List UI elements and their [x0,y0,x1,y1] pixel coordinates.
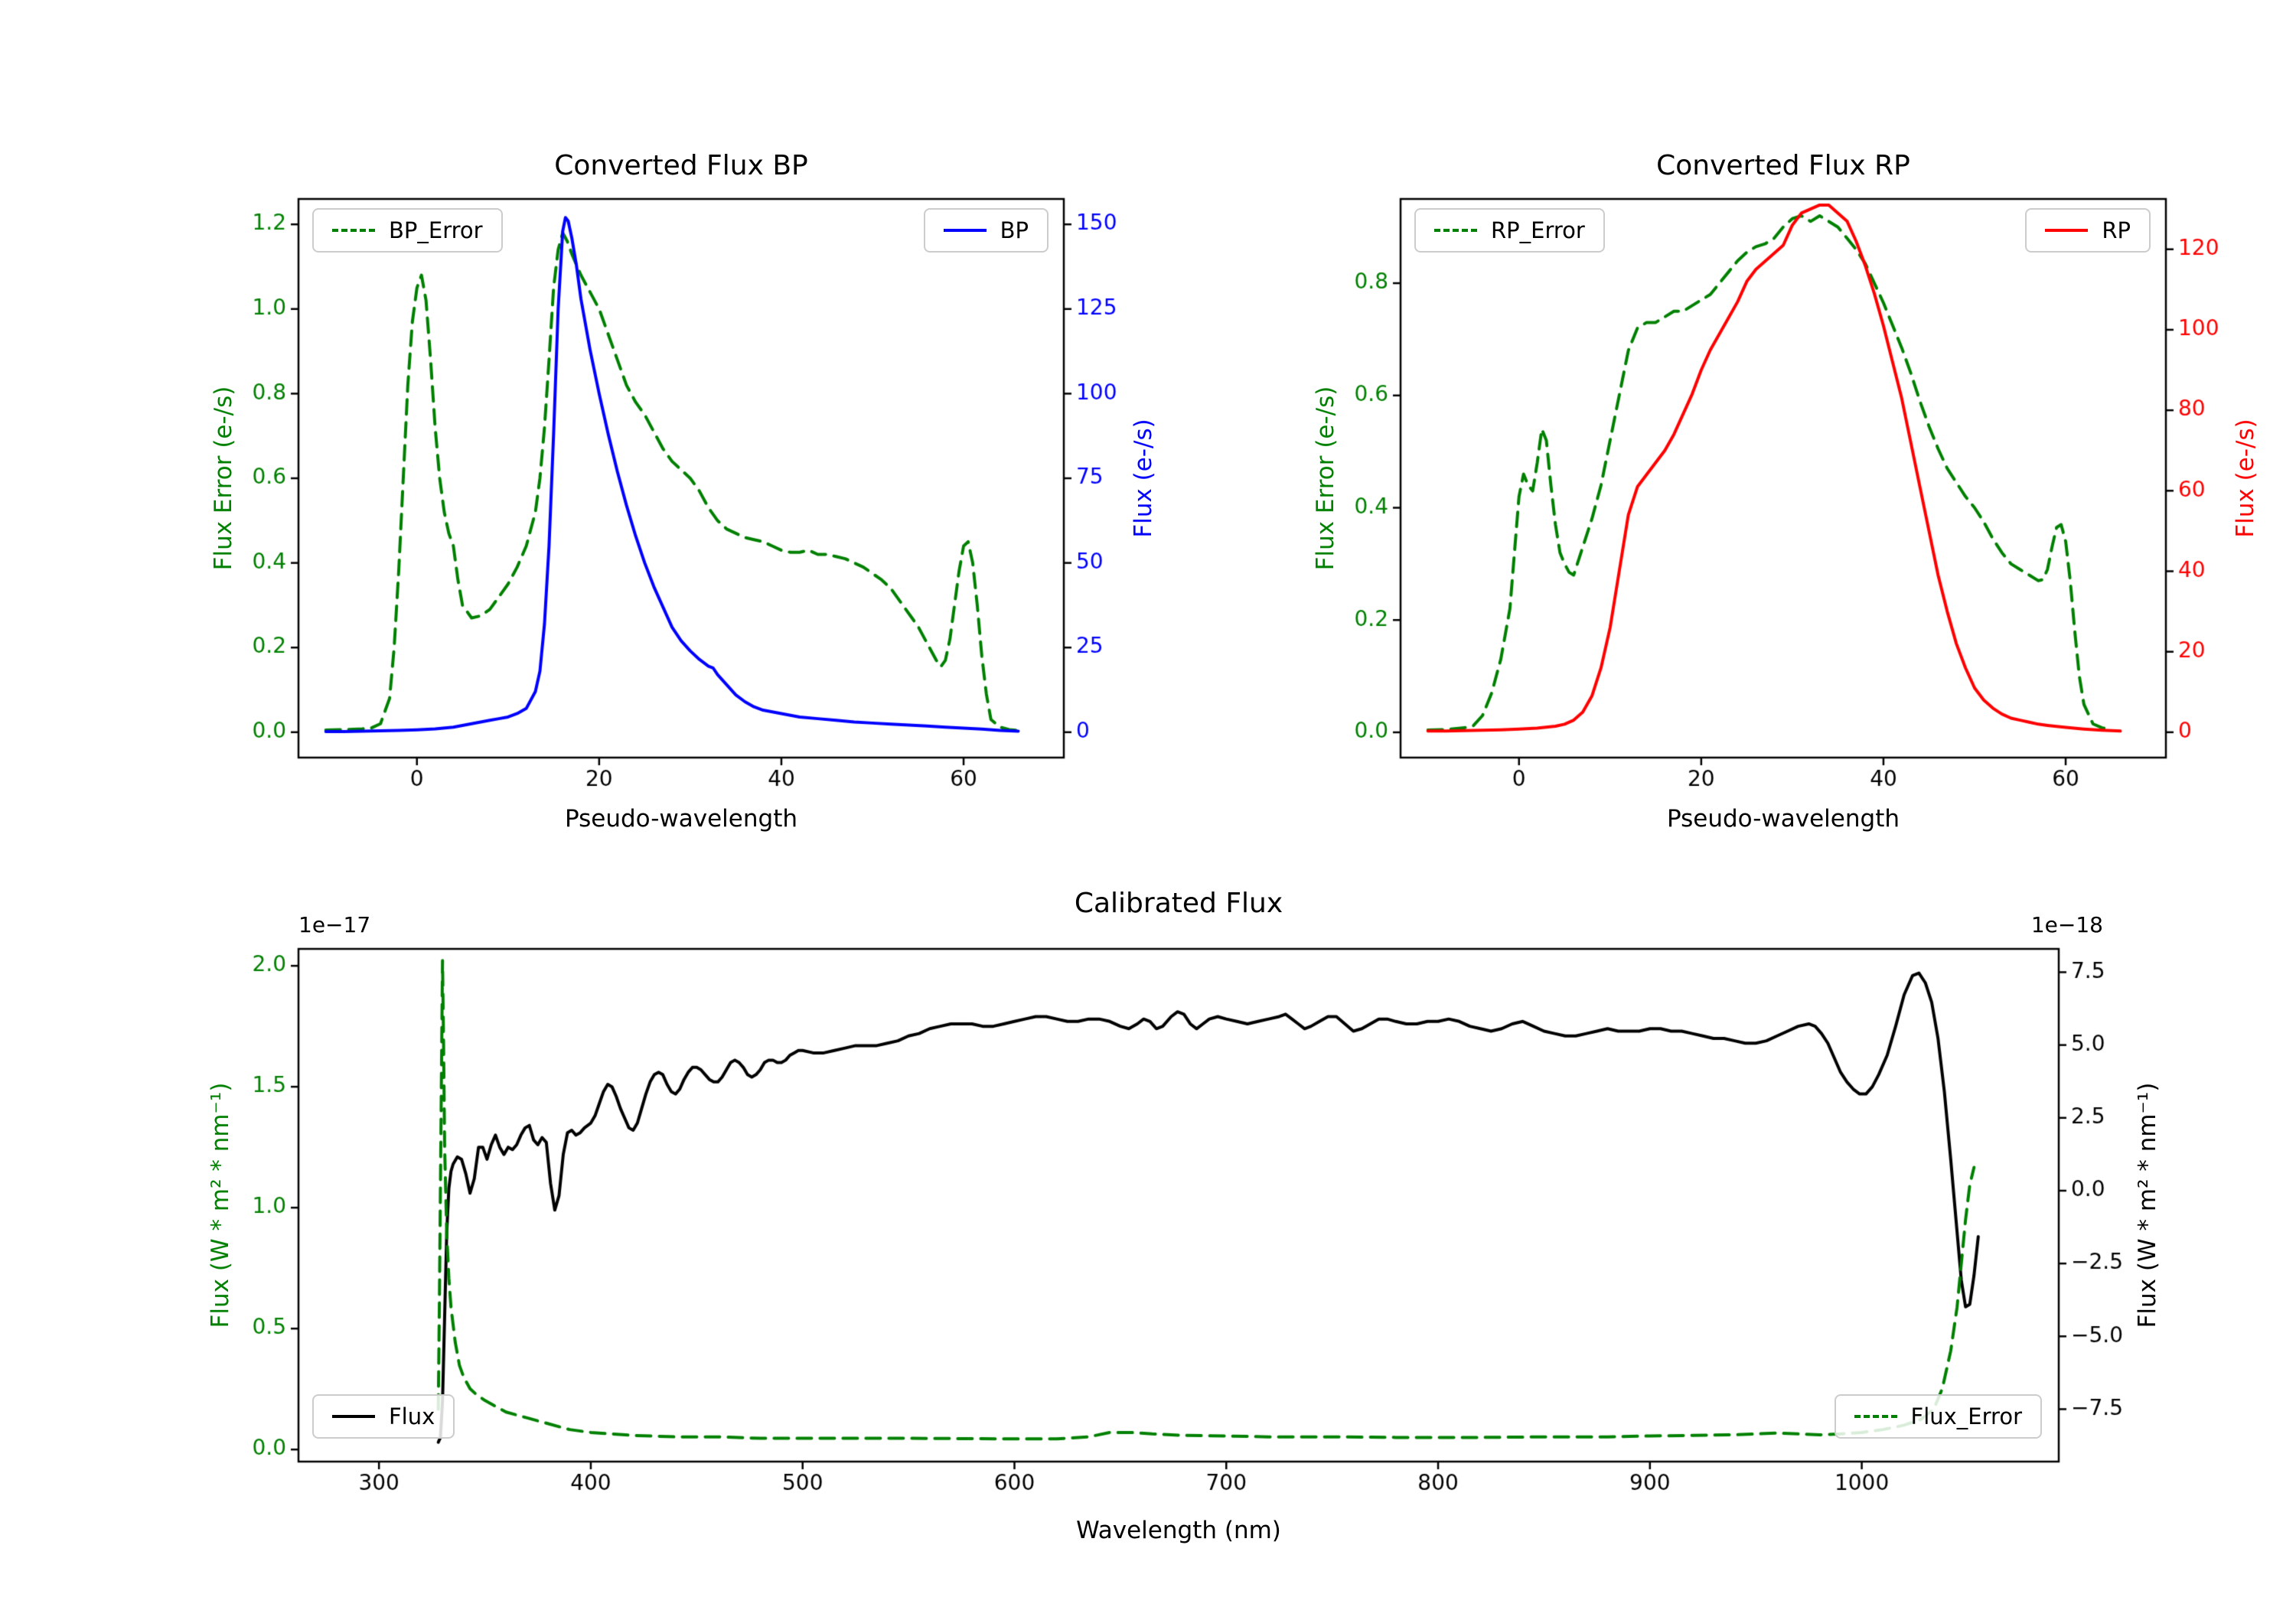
flux-legend: Flux [312,1394,455,1439]
flux-legend-label: Flux [389,1403,435,1429]
calibrated-plot-canvas [184,865,2174,1576]
rp-title: Converted Flux RP [1656,150,1910,181]
rp-right-axis-label: Flux (e-/s) [2232,419,2259,538]
calibrated-title: Calibrated Flux [1074,888,1283,919]
bp-left-axis-label: Flux Error (e-/s) [210,386,237,571]
rp-error-legend-line-icon [1434,229,1477,232]
rp-legend-line-icon [2045,229,2089,232]
rp-error-legend: RP_Error [1414,208,1605,253]
calibrated-left-axis-label: Flux (W * m² * nm⁻¹) [207,1082,234,1328]
chart-calibrated-flux: Calibrated Flux 1e−17 1e−18 Flux (W * m²… [184,865,2174,1576]
rp-legend: RP [2025,208,2151,253]
flux-legend-line-icon [332,1415,375,1418]
bp-legend-line-icon [943,229,987,232]
bp-title: Converted Flux BP [554,150,808,181]
calibrated-xaxis-label: Wavelength (nm) [1076,1517,1281,1544]
bp-legend-label: BP [1000,217,1029,243]
flux-error-legend-line-icon [1854,1415,1897,1418]
flux-error-legend-label: Flux_Error [1910,1403,2022,1429]
flux-error-legend: Flux_Error [1834,1394,2042,1439]
left-axis-offset-text: 1e−17 [298,912,371,937]
chart-converted-flux-rp: Converted Flux RP Flux Error (e-/s) Flux… [1286,130,2281,849]
chart-converted-flux-bp: Converted Flux BP Flux Error (e-/s) Flux… [184,130,1179,849]
bp-xaxis-label: Pseudo-wavelength [564,805,797,833]
bp-error-legend-label: BP_Error [389,217,483,243]
right-axis-offset-text: 1e−18 [2030,912,2103,937]
calibrated-right-axis-label: Flux (W * m² * nm⁻¹) [2134,1082,2161,1328]
rp-error-legend-label: RP_Error [1491,217,1585,243]
rp-left-axis-label: Flux Error (e-/s) [1312,386,1339,571]
bp-legend: BP [923,208,1049,253]
rp-legend-label: RP [2102,217,2131,243]
rp-xaxis-label: Pseudo-wavelength [1666,805,1900,833]
bp-right-axis-label: Flux (e-/s) [1130,419,1157,538]
bp-error-legend-line-icon [332,229,375,232]
bp-error-legend: BP_Error [312,208,503,253]
